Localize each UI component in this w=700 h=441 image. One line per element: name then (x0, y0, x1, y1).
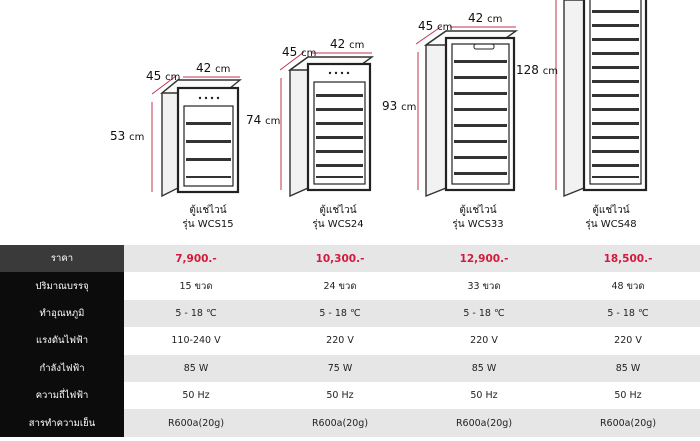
spec-row: ปริมาณบรรจุ 15 ขวด 24 ขวด 33 ขวด 48 ขวด (0, 272, 700, 300)
cabinet-shelves (186, 122, 231, 178)
width-label: 42 cm (468, 11, 502, 25)
spec-row-label: ทำอุณหภูมิ (0, 299, 124, 328)
product-wcs48: 128 cm ตู้แช่ไวน์ รุ่น WCS48 (516, 0, 648, 230)
product-name: ตู้แช่ไวน์ (319, 204, 356, 216)
height-label: 128 cm (516, 63, 558, 77)
width-label: 42 cm (330, 37, 364, 51)
product-name: ตู้แช่ไวน์ (592, 204, 629, 216)
product-wcs24: 45 cm 42 cm 74 cm ตู้แช่ไวน์ รุ่น WCS24 (246, 37, 375, 230)
spec-cell: 85 W (556, 354, 700, 382)
spec-cell: R600a(20g) (124, 409, 268, 437)
depth-label: 45 cm (282, 45, 316, 59)
spec-cell: 7,900.- (124, 245, 268, 273)
product-wcs33: 45 cm 42 cm 93 cm ตู้แช่ไวน์ รุ่น WCS33 (382, 11, 519, 230)
spec-cell: 110-240 V (124, 327, 268, 355)
spec-cell: R600a(20g) (556, 409, 700, 437)
cabinet-shelves (454, 60, 507, 175)
cabinet-shelves (592, 10, 639, 178)
product-illustrations: 45 cm 42 cm 53 cm ตู้แช่ไวน์ รุ่น WCS15 … (110, 0, 648, 230)
spec-cell: 50 Hz (556, 381, 700, 410)
depth-label: 45 cm (146, 69, 180, 83)
control-panel-dots (198, 96, 220, 100)
spec-cell: 220 V (268, 327, 412, 355)
spec-cell: R600a(20g) (268, 409, 412, 437)
spec-cell: 15 ขวด (124, 272, 268, 300)
spec-cell: 220 V (412, 327, 556, 355)
spec-cell: 50 Hz (268, 381, 412, 410)
spec-cell: 5 - 18 ℃ (412, 299, 556, 328)
spec-row: ความถี่ไฟฟ้า 50 Hz 50 Hz 50 Hz 50 Hz (0, 381, 700, 410)
spec-cell: 50 Hz (124, 381, 268, 410)
spec-row: แรงดันไฟฟ้า 110-240 V 220 V 220 V 220 V (0, 327, 700, 355)
spec-row-label: แรงดันไฟฟ้า (0, 327, 124, 355)
spec-row: ราคา 7,900.- 10,300.- 12,900.- 18,500.- (0, 245, 700, 273)
spec-cell: 85 W (124, 354, 268, 382)
height-label: 53 cm (110, 129, 144, 143)
spec-cell: 50 Hz (412, 381, 556, 410)
cabinet-shelves (316, 94, 363, 178)
spec-cell: 5 - 18 ℃ (124, 299, 268, 328)
product-model: รุ่น WCS15 (182, 219, 233, 230)
spec-cell: 220 V (556, 327, 700, 355)
spec-table: ราคา 7,900.- 10,300.- 12,900.- 18,500.- ปริมา… (0, 245, 700, 437)
spec-cell: R600a(20g) (412, 409, 556, 437)
spec-cell: 12,900.- (412, 245, 556, 273)
spec-row-label: ปริมาณบรรจุ (0, 272, 124, 300)
spec-row-label: สารทำความเย็น (0, 409, 124, 437)
spec-cell: 5 - 18 ℃ (556, 299, 700, 328)
spec-row-label: กำลังไฟฟ้า (0, 354, 124, 382)
spec-cell: 18,500.- (556, 245, 700, 273)
height-label: 74 cm (246, 113, 280, 127)
product-model: รุ่น WCS33 (452, 219, 503, 230)
width-label: 42 cm (196, 61, 230, 75)
spec-cell: 75 W (268, 354, 412, 382)
spec-cell: 48 ขวด (556, 272, 700, 300)
product-wcs15: 45 cm 42 cm 53 cm ตู้แช่ไวน์ รุ่น WCS15 (110, 61, 242, 230)
spec-cell: 85 W (412, 354, 556, 382)
spec-cell: 5 - 18 ℃ (268, 299, 412, 328)
control-panel-dots (328, 71, 350, 75)
spec-row-label: ราคา (0, 245, 124, 273)
product-name: ตู้แช่ไวน์ (189, 204, 226, 216)
spec-cell: 10,300.- (268, 245, 412, 273)
spec-cell: 33 ขวด (412, 272, 556, 300)
spec-row-label: ความถี่ไฟฟ้า (0, 381, 124, 410)
product-name: ตู้แช่ไวน์ (459, 204, 496, 216)
spec-row: ทำอุณหภูมิ 5 - 18 ℃ 5 - 18 ℃ 5 - 18 ℃ 5 - 18… (0, 299, 700, 328)
spec-cell: 24 ขวด (268, 272, 412, 300)
depth-label: 45 cm (418, 19, 452, 33)
product-model: รุ่น WCS48 (585, 219, 636, 230)
height-label: 93 cm (382, 99, 416, 113)
door-handle (473, 43, 495, 50)
spec-row: กำลังไฟฟ้า 85 W 75 W 85 W 85 W (0, 354, 700, 382)
spec-row: สารทำความเย็น R600a(20g) R600a(20g) R600a(2… (0, 409, 700, 437)
product-model: รุ่น WCS24 (312, 219, 363, 230)
